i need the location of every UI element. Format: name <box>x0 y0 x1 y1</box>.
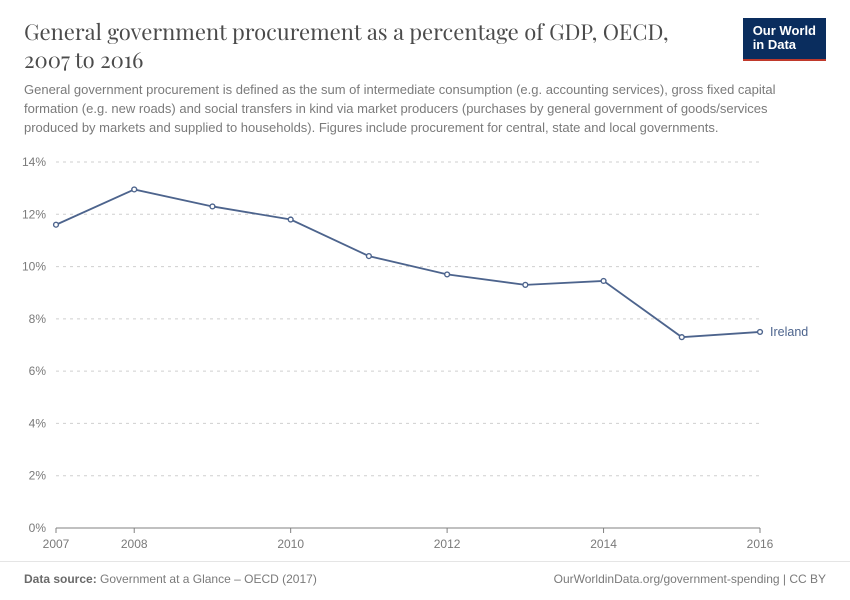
logo-line1: Our World <box>753 23 816 38</box>
x-tick-label: 2007 <box>43 537 70 551</box>
data-point <box>758 329 763 334</box>
source-label: Data source: <box>24 572 97 586</box>
data-point <box>288 217 293 222</box>
y-tick-label: 2% <box>29 468 47 482</box>
x-tick-label: 2016 <box>747 537 774 551</box>
chart-subtitle: General government procurement is define… <box>24 81 804 138</box>
y-tick-label: 14% <box>22 155 46 169</box>
series-label: Ireland <box>770 324 808 338</box>
data-point <box>679 334 684 339</box>
footer-credit: OurWorldinData.org/government-spending |… <box>554 572 826 586</box>
chart-header: General government procurement as a perc… <box>0 0 850 148</box>
data-point <box>54 222 59 227</box>
y-tick-label: 0% <box>29 521 47 535</box>
x-tick-label: 2012 <box>434 537 461 551</box>
title-row: General government procurement as a perc… <box>24 18 826 73</box>
y-tick-label: 6% <box>29 364 47 378</box>
chart-footer: Data source: Government at a Glance – OE… <box>0 561 850 600</box>
x-tick-label: 2010 <box>277 537 304 551</box>
chart-title: General government procurement as a perc… <box>24 18 704 73</box>
data-point <box>523 282 528 287</box>
chart-area: 0% 2% 4% 6% 8% 10% 12% 14% 2007 2008 2010 2012 2014 2… <box>0 148 850 568</box>
y-tick-label: 12% <box>22 207 46 221</box>
logo-line2: in Data <box>753 37 796 52</box>
data-point <box>132 187 137 192</box>
source-text: Government at a Glance – OECD (2017) <box>100 572 317 586</box>
data-point <box>210 204 215 209</box>
y-tick-label: 8% <box>29 311 47 325</box>
line-chart-svg: 0% 2% 4% 6% 8% 10% 12% 14% 2007 2008 2010 2012 2014 2… <box>0 148 850 568</box>
y-tick-label: 10% <box>22 259 46 273</box>
data-point <box>366 253 371 258</box>
series-line <box>56 189 760 337</box>
data-point <box>601 278 606 283</box>
owid-logo: Our World in Data <box>743 18 826 61</box>
data-point <box>445 272 450 277</box>
x-tick-label: 2014 <box>590 537 617 551</box>
y-tick-label: 4% <box>29 416 47 430</box>
x-tick-label: 2008 <box>121 537 148 551</box>
footer-source: Data source: Government at a Glance – OE… <box>24 572 317 586</box>
